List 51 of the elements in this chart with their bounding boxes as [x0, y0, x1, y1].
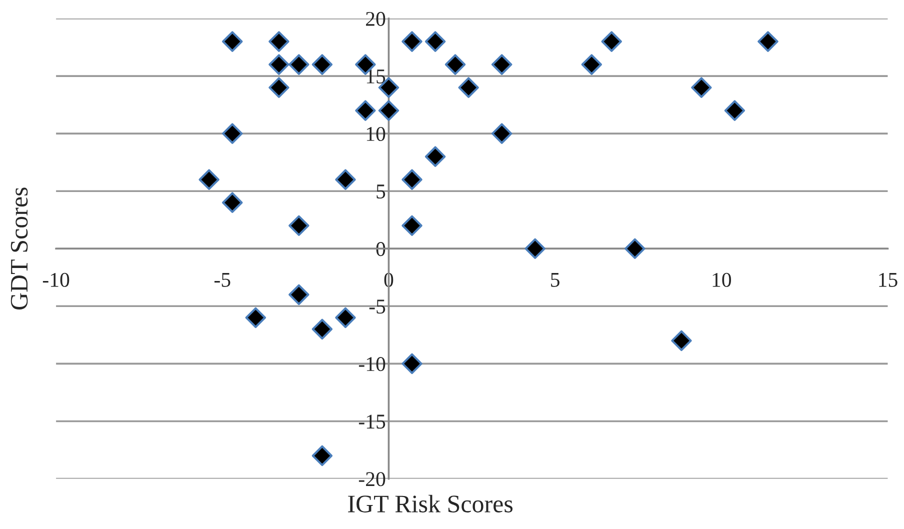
- point: [424, 146, 446, 167]
- point: [581, 54, 602, 75]
- y-tick-label: -20: [358, 472, 386, 486]
- point: [312, 318, 333, 340]
- x-tick-label: 5: [551, 273, 560, 287]
- x-tick-label: -10: [42, 272, 70, 287]
- point: [601, 31, 622, 52]
- point: [402, 215, 422, 236]
- y-tick-label: -5: [369, 300, 386, 314]
- point: [758, 31, 778, 52]
- point: [312, 445, 333, 466]
- point: [402, 31, 422, 52]
- point: [624, 238, 646, 259]
- point: [245, 307, 266, 328]
- point: [268, 77, 290, 98]
- point: [724, 100, 746, 121]
- y-tick-label: 5: [376, 184, 386, 199]
- y-tick-label: -15: [358, 414, 386, 429]
- point: [355, 100, 376, 121]
- point: [312, 54, 333, 75]
- point: [288, 284, 310, 306]
- point: [222, 31, 243, 52]
- point: [268, 54, 290, 75]
- x-tick-label: 15: [879, 272, 898, 287]
- point: [378, 100, 400, 121]
- point: [198, 169, 220, 190]
- point: [222, 192, 243, 213]
- point: [268, 31, 290, 52]
- x-tick-label: 10: [712, 272, 732, 287]
- point: [288, 54, 310, 75]
- y-axis-title: GDT Scores: [10, 188, 28, 310]
- y-tick-label: 10: [366, 126, 386, 142]
- point: [491, 54, 512, 75]
- point: [335, 169, 356, 190]
- point: [288, 215, 310, 236]
- y-tick-label: 20: [366, 12, 386, 26]
- point: [402, 353, 422, 374]
- point: [458, 77, 479, 98]
- point: [671, 330, 692, 352]
- point: [491, 123, 512, 144]
- x-axis-title: IGT Risk Scores: [348, 494, 513, 512]
- point: [424, 31, 446, 52]
- point: [524, 238, 546, 259]
- point: [691, 77, 712, 98]
- point: [335, 307, 356, 328]
- x-tick-label: -5: [214, 273, 230, 287]
- y-tick-label: -10: [358, 357, 386, 372]
- point: [444, 54, 466, 75]
- point: [402, 169, 422, 190]
- point: [222, 123, 243, 144]
- y-tick-label: 15: [366, 70, 386, 84]
